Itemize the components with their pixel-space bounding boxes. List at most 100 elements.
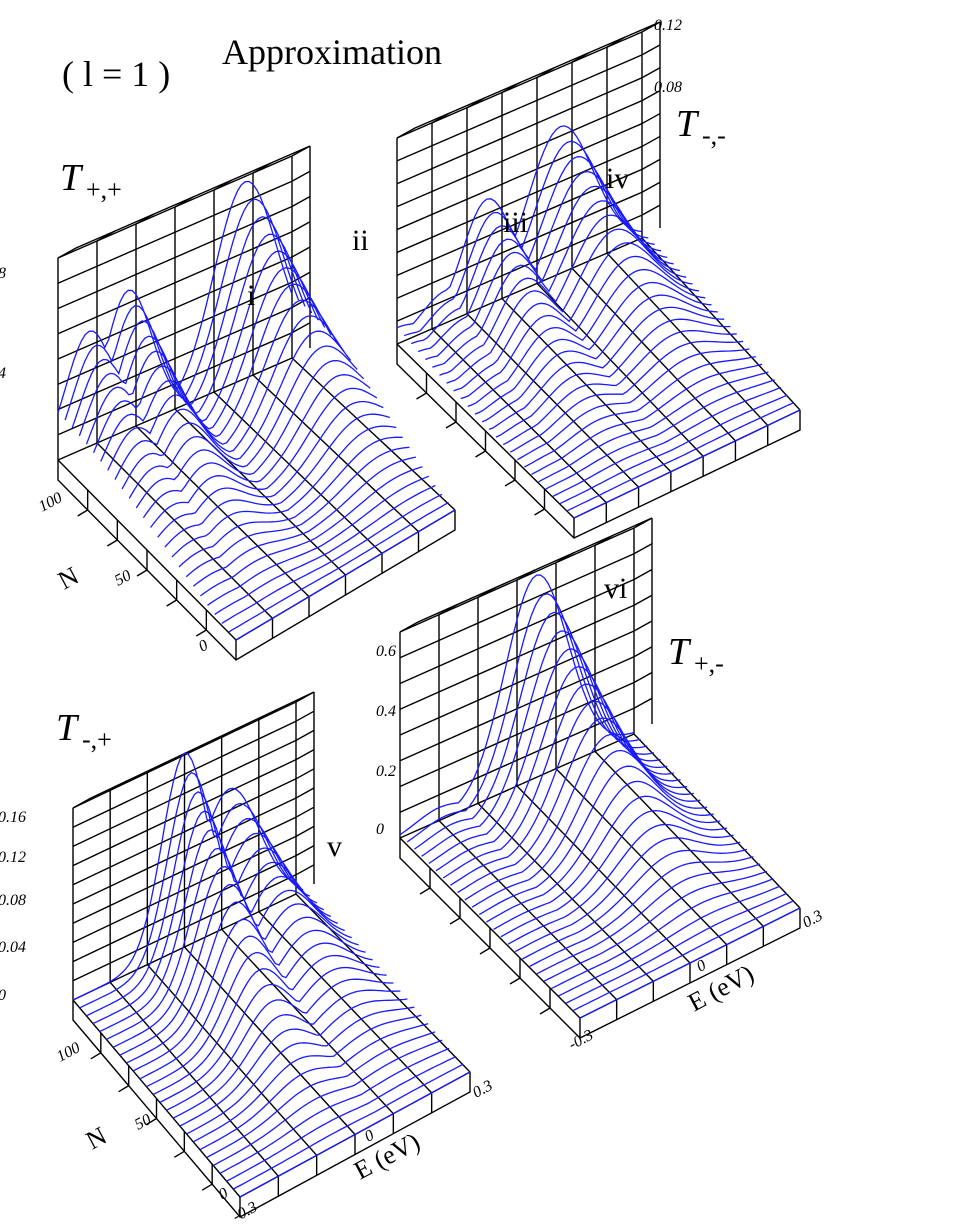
floor-right-edge [641,237,801,411]
z-tick-label: 0.04 [0,939,26,956]
wall-horizontal-line [396,145,643,254]
trace-line [112,866,339,1048]
trace-line [538,371,769,483]
trace-line [159,966,387,1103]
trace-line [128,345,358,499]
z-tick-label: 0.08 [0,265,6,282]
panel-title: T [668,631,692,673]
trace-line [146,942,373,1088]
wall-top-tick [555,552,575,564]
n-tick-label: 50 [112,567,134,590]
wall-horizontal-line [72,816,297,924]
e-tick-label: -0.3 [230,1199,260,1226]
wall-side-tick [633,697,653,709]
floor-line [536,282,704,457]
trace-line [435,665,668,872]
wall-side-tick [291,170,311,182]
e-tick-label: 0 [694,957,709,976]
trace-line [166,978,394,1111]
wall-side-tick [641,181,661,193]
trace-line [106,847,332,1040]
wall-side-tick [295,710,315,722]
trace-line [207,475,430,606]
floor-line [258,911,433,1094]
trace-line [524,355,756,468]
wall-side-tick [291,246,311,258]
floor-grid [396,237,801,539]
panel-subscript: -,- [702,121,726,150]
trace-line [114,315,345,480]
z-tick-label: 0.16 [0,809,26,826]
floor-line [594,750,764,927]
trace-line [545,379,775,490]
wall-horizontal-line [399,553,635,659]
floor-right-edge [291,357,456,511]
header-title: Approximation [222,32,442,72]
trace-line [464,733,694,901]
trace-line [179,998,408,1127]
z-tick-label: 0.4 [376,703,396,720]
z-tick-label: 0.08 [0,892,26,909]
wall-horizontal-line [72,874,297,982]
trace-line [121,330,352,490]
trace-line [171,425,397,558]
floor-line [252,374,419,533]
trace-line [509,340,744,453]
n-axis-tick [106,539,118,547]
n-tick-label: 50 [132,1111,154,1134]
trace-line [185,446,410,578]
panel-subscript: -,+ [82,725,112,754]
wall-top-tick [536,66,556,79]
n-axis-tick [136,569,148,577]
trace-line [495,318,731,438]
panel-subscript: +,+ [86,175,122,204]
panel-subscript: +,- [694,649,724,678]
trace-line [478,765,708,916]
trace-line [178,436,403,568]
trace-line [164,413,390,548]
wall-horizontal-line [72,797,297,905]
wall-horizontal-line [396,214,643,322]
floor-line [431,328,607,504]
wall-top-tick [501,81,521,94]
wall-top-tick [438,604,458,616]
e-axis-label: E (eV) [349,1127,424,1185]
n-axis-tick [416,392,427,400]
n-axis-tick [539,1007,551,1015]
n-axis-tick [201,1183,213,1191]
n-tick-label: 100 [36,489,65,515]
floor-slab-edge [396,344,801,539]
trace-line [500,809,728,938]
wall-horizontal-line [399,578,635,685]
trace-line [414,611,648,850]
wall-side-tick [633,543,653,555]
panel-t-plus-plus: 00.040.08050100NiiiT+,+ [0,145,456,661]
floor-line [183,946,356,1135]
n-axis-tick [118,1085,130,1093]
trace-line [531,363,763,475]
trace-line [410,156,655,345]
wall-horizontal-line [399,707,635,813]
n-axis-tick [146,1117,157,1126]
trace-line [100,283,332,462]
n-axis-tick [479,947,491,955]
trace-line [565,892,787,1004]
wall-top-tick [466,97,486,109]
peak-label: ii [352,224,369,257]
floor-line [221,928,394,1115]
trace-line [64,198,300,421]
wall-side-tick [633,594,653,606]
z-tick-label: 0.04 [0,365,6,382]
wall-side-tick [641,44,661,56]
wall-side-tick [295,864,315,876]
trace-line [219,1047,450,1174]
trace-line [529,856,754,967]
trace-line [432,200,674,368]
trace-line [467,269,706,408]
wall-side-tick [641,204,661,216]
trace-line [107,299,339,471]
peak-label: vi [604,572,627,605]
wall-top-tick [135,213,155,225]
floor-line [109,981,279,1177]
